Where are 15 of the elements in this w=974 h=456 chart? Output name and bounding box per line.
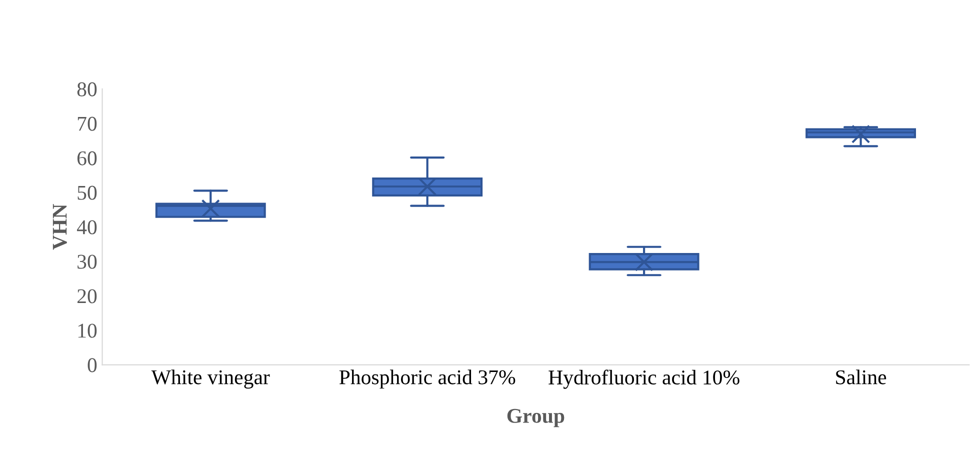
- y-tick-label: 70: [78, 116, 97, 131]
- y-tick-label: 0: [88, 358, 97, 372]
- x-tick-label: Saline: [836, 370, 886, 384]
- y-tick-label: 80: [77, 82, 97, 96]
- x-tick-label: Hydrofluoric acid 10%: [548, 370, 740, 389]
- y-tick-label: 10: [78, 324, 97, 338]
- x-tick-label: White vinegar: [151, 370, 270, 389]
- x-tick-label: Phosphoric acid 37%: [339, 370, 516, 389]
- y-tick-label: 50: [78, 186, 97, 200]
- y-axis-title: VHN: [52, 204, 67, 250]
- y-tick-label: 30: [78, 254, 97, 269]
- y-tick-label: 60: [77, 151, 97, 166]
- y-tick-label: 40: [76, 220, 97, 234]
- x-axis-title: Group: [507, 408, 564, 428]
- y-tick-label: 20: [77, 289, 97, 304]
